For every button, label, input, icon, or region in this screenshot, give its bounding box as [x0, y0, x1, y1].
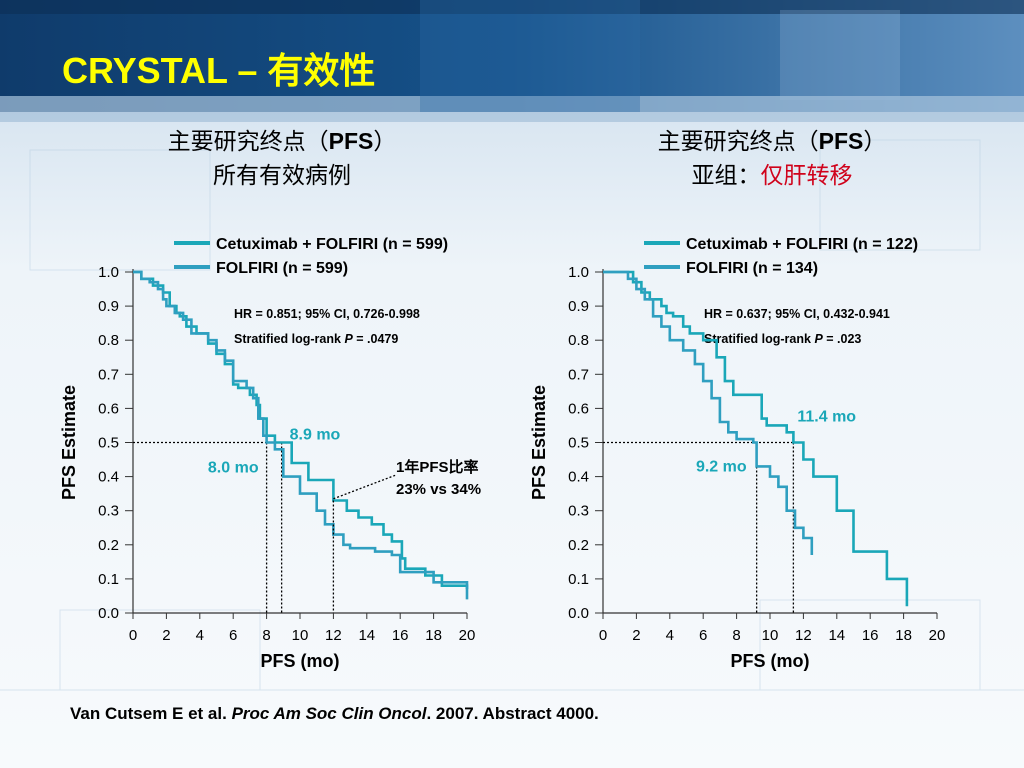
y-tick-label: 0.8 — [568, 332, 589, 349]
x-tick-label: 20 — [929, 627, 946, 644]
heading-subgroup-highlight: 仅肝转移 — [760, 163, 853, 189]
y-tick-label: 0.6 — [568, 400, 589, 417]
heading-pfs: PFS — [328, 128, 374, 154]
panel-right-heading-line2: 亚组：仅肝转移 — [562, 159, 982, 193]
x-tick-label: 4 — [196, 627, 204, 644]
citation-authors: Van Cutsem E et al. — [70, 704, 232, 723]
logrank-annotation: Stratified log-rank P = .023 — [704, 332, 861, 346]
km-chart-liver-only: Cetuximab + FOLFIRI (n = 122) FOLFIRI (n … — [529, 236, 946, 671]
x-tick-label: 16 — [392, 627, 409, 644]
y-tick-label: 0.5 — [568, 435, 589, 452]
x-axis-title: PFS (mo) — [261, 651, 340, 671]
y-axis-title: PFS Estimate — [59, 385, 79, 500]
x-tick-label: 20 — [459, 627, 476, 644]
panel-left-heading-line2: 所有有效病例 — [72, 159, 492, 193]
panel-right-heading-line1: 主要研究终点（PFS） — [562, 124, 982, 159]
km-curve-folfiri — [133, 270, 469, 600]
y-tick-label: 0.8 — [98, 332, 119, 349]
y-tick-label: 0.7 — [98, 366, 119, 383]
x-axis-title: PFS (mo) — [731, 651, 810, 671]
y-tick-label: 0.7 — [568, 366, 589, 383]
panel-left-heading-line1: 主要研究终点（PFS） — [72, 124, 492, 159]
x-tick-label: 2 — [632, 627, 640, 644]
km-curve-folfiri — [603, 270, 814, 555]
km-curve-cetuximab-folfiri — [603, 270, 909, 607]
x-tick-label: 10 — [762, 627, 779, 644]
legend-label: FOLFIRI (n = 134) — [686, 260, 818, 277]
x-tick-label: 2 — [162, 627, 170, 644]
x-tick-label: 8 — [732, 627, 740, 644]
y-tick-label: 0.4 — [98, 469, 119, 486]
median-label-main: 11.4 mo — [797, 409, 856, 426]
panel-right-heading: 主要研究终点（PFS） 亚组：仅肝转移 — [562, 124, 982, 193]
y-tick-label: 0.0 — [98, 605, 119, 622]
median-label-comparator: 8.0 mo — [208, 460, 259, 477]
one-year-values: 23% vs 34% — [396, 481, 481, 498]
y-tick-label: 0.9 — [568, 298, 589, 315]
km-chart-all-patients: Cetuximab + FOLFIRI (n = 599) FOLFIRI (n … — [59, 236, 481, 671]
x-tick-label: 12 — [795, 627, 812, 644]
logrank-prefix: Stratified log-rank — [704, 332, 814, 346]
heading-subgroup: 亚组： — [691, 163, 761, 189]
y-tick-label: 0.5 — [98, 435, 119, 452]
y-tick-label: 0.4 — [568, 469, 589, 486]
x-tick-label: 14 — [828, 627, 845, 644]
x-tick-label: 8 — [262, 627, 270, 644]
legend-label: Cetuximab + FOLFIRI (n = 122) — [686, 236, 918, 253]
y-tick-label: 0.6 — [98, 400, 119, 417]
y-tick-label: 1.0 — [98, 264, 119, 281]
citation: Van Cutsem E et al. Proc Am Soc Clin Onc… — [70, 704, 599, 724]
x-tick-label: 0 — [599, 627, 607, 644]
logrank-p-label: P — [344, 332, 353, 346]
logrank-p-value: = .0479 — [353, 332, 399, 346]
x-tick-label: 12 — [325, 627, 342, 644]
x-tick-label: 4 — [666, 627, 674, 644]
logrank-p-label: P — [814, 332, 823, 346]
y-tick-label: 0.3 — [98, 503, 119, 520]
slide-title: CRYSTAL – 有效性 — [62, 50, 376, 91]
median-label-main: 8.9 mo — [290, 427, 341, 444]
hr-annotation: HR = 0.851; 95% CI, 0.726-0.998 — [234, 307, 420, 321]
median-label-comparator: 9.2 mo — [696, 459, 747, 476]
x-tick-label: 10 — [292, 627, 309, 644]
logrank-annotation: Stratified log-rank P = .0479 — [234, 332, 398, 346]
x-tick-label: 0 — [129, 627, 137, 644]
y-tick-label: 0.1 — [98, 571, 119, 588]
logrank-prefix: Stratified log-rank — [234, 332, 344, 346]
y-tick-label: 1.0 — [568, 264, 589, 281]
logrank-p-value: = .023 — [823, 332, 862, 346]
heading-pfs: PFS — [818, 128, 864, 154]
x-tick-label: 6 — [229, 627, 237, 644]
citation-year: . 2007. Abstract 4000. — [426, 704, 599, 723]
x-tick-label: 16 — [862, 627, 879, 644]
one-year-label: 1年PFS比率 — [396, 458, 479, 476]
x-tick-label: 18 — [895, 627, 912, 644]
y-tick-label: 0.2 — [568, 537, 589, 554]
y-tick-label: 0.3 — [568, 503, 589, 520]
one-year-leader — [333, 474, 397, 500]
heading-prefix: 主要研究终点（ — [167, 129, 329, 155]
legend-label: FOLFIRI (n = 599) — [216, 260, 348, 277]
legend-label: Cetuximab + FOLFIRI (n = 599) — [216, 236, 448, 253]
x-tick-label: 6 — [699, 627, 707, 644]
hr-annotation: HR = 0.637; 95% CI, 0.432-0.941 — [704, 307, 890, 321]
y-tick-label: 0.2 — [98, 537, 119, 554]
x-tick-label: 14 — [358, 627, 375, 644]
y-tick-label: 0.0 — [568, 605, 589, 622]
y-tick-label: 0.1 — [568, 571, 589, 588]
heading-suffix: ） — [863, 129, 887, 155]
y-tick-label: 0.9 — [98, 298, 119, 315]
x-tick-label: 18 — [425, 627, 442, 644]
heading-suffix: ） — [373, 129, 397, 155]
heading-prefix: 主要研究终点（ — [657, 129, 819, 155]
heading-subgroup: 所有有效病例 — [213, 163, 351, 189]
panel-left-heading: 主要研究终点（PFS） 所有有效病例 — [72, 124, 492, 193]
y-axis-title: PFS Estimate — [529, 385, 549, 500]
citation-journal: Proc Am Soc Clin Oncol — [231, 704, 427, 723]
